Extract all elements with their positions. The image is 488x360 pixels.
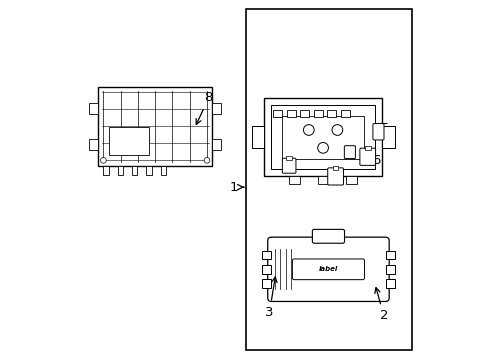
- Bar: [262, 251, 271, 259]
- FancyBboxPatch shape: [327, 168, 343, 185]
- Bar: [285, 157, 291, 160]
- Bar: [385, 251, 394, 259]
- Bar: [286, 111, 295, 117]
- Bar: [89, 139, 98, 150]
- Bar: [246, 9, 411, 350]
- Text: label: label: [318, 266, 337, 272]
- Bar: [317, 176, 328, 184]
- Bar: [98, 87, 212, 166]
- Bar: [288, 176, 299, 184]
- Bar: [118, 166, 123, 175]
- Bar: [146, 166, 151, 175]
- Bar: [381, 126, 394, 148]
- Bar: [364, 147, 370, 150]
- Bar: [300, 111, 308, 117]
- Bar: [132, 166, 137, 175]
- Bar: [89, 103, 98, 114]
- Circle shape: [101, 157, 106, 163]
- Bar: [103, 166, 108, 175]
- Bar: [212, 139, 221, 150]
- Bar: [385, 265, 394, 274]
- Text: 8: 8: [196, 91, 213, 125]
- Bar: [262, 265, 271, 274]
- Bar: [212, 103, 221, 114]
- FancyBboxPatch shape: [292, 259, 364, 280]
- Text: 3: 3: [264, 277, 276, 319]
- Text: 7: 7: [348, 143, 361, 156]
- FancyBboxPatch shape: [282, 158, 295, 173]
- Bar: [272, 111, 282, 117]
- Bar: [264, 98, 381, 176]
- Text: 2: 2: [374, 288, 387, 322]
- Bar: [332, 166, 338, 170]
- Bar: [262, 279, 271, 288]
- Bar: [160, 166, 165, 175]
- Text: 6: 6: [332, 175, 341, 188]
- Text: 5: 5: [374, 122, 389, 135]
- Bar: [251, 126, 264, 148]
- FancyBboxPatch shape: [267, 237, 388, 301]
- Bar: [282, 116, 364, 158]
- Circle shape: [331, 125, 342, 135]
- Text: 6: 6: [365, 154, 379, 167]
- Bar: [346, 176, 356, 184]
- FancyBboxPatch shape: [359, 148, 375, 165]
- Circle shape: [303, 125, 313, 135]
- Circle shape: [317, 143, 328, 153]
- Bar: [340, 111, 349, 117]
- Bar: [271, 105, 374, 169]
- Text: 1: 1: [229, 181, 243, 194]
- FancyBboxPatch shape: [312, 229, 344, 243]
- FancyBboxPatch shape: [372, 123, 383, 140]
- Circle shape: [203, 157, 209, 163]
- Bar: [385, 279, 394, 288]
- Text: 4: 4: [277, 161, 291, 174]
- FancyBboxPatch shape: [344, 146, 355, 158]
- Bar: [326, 111, 336, 117]
- Bar: [313, 111, 322, 117]
- Bar: [108, 127, 148, 155]
